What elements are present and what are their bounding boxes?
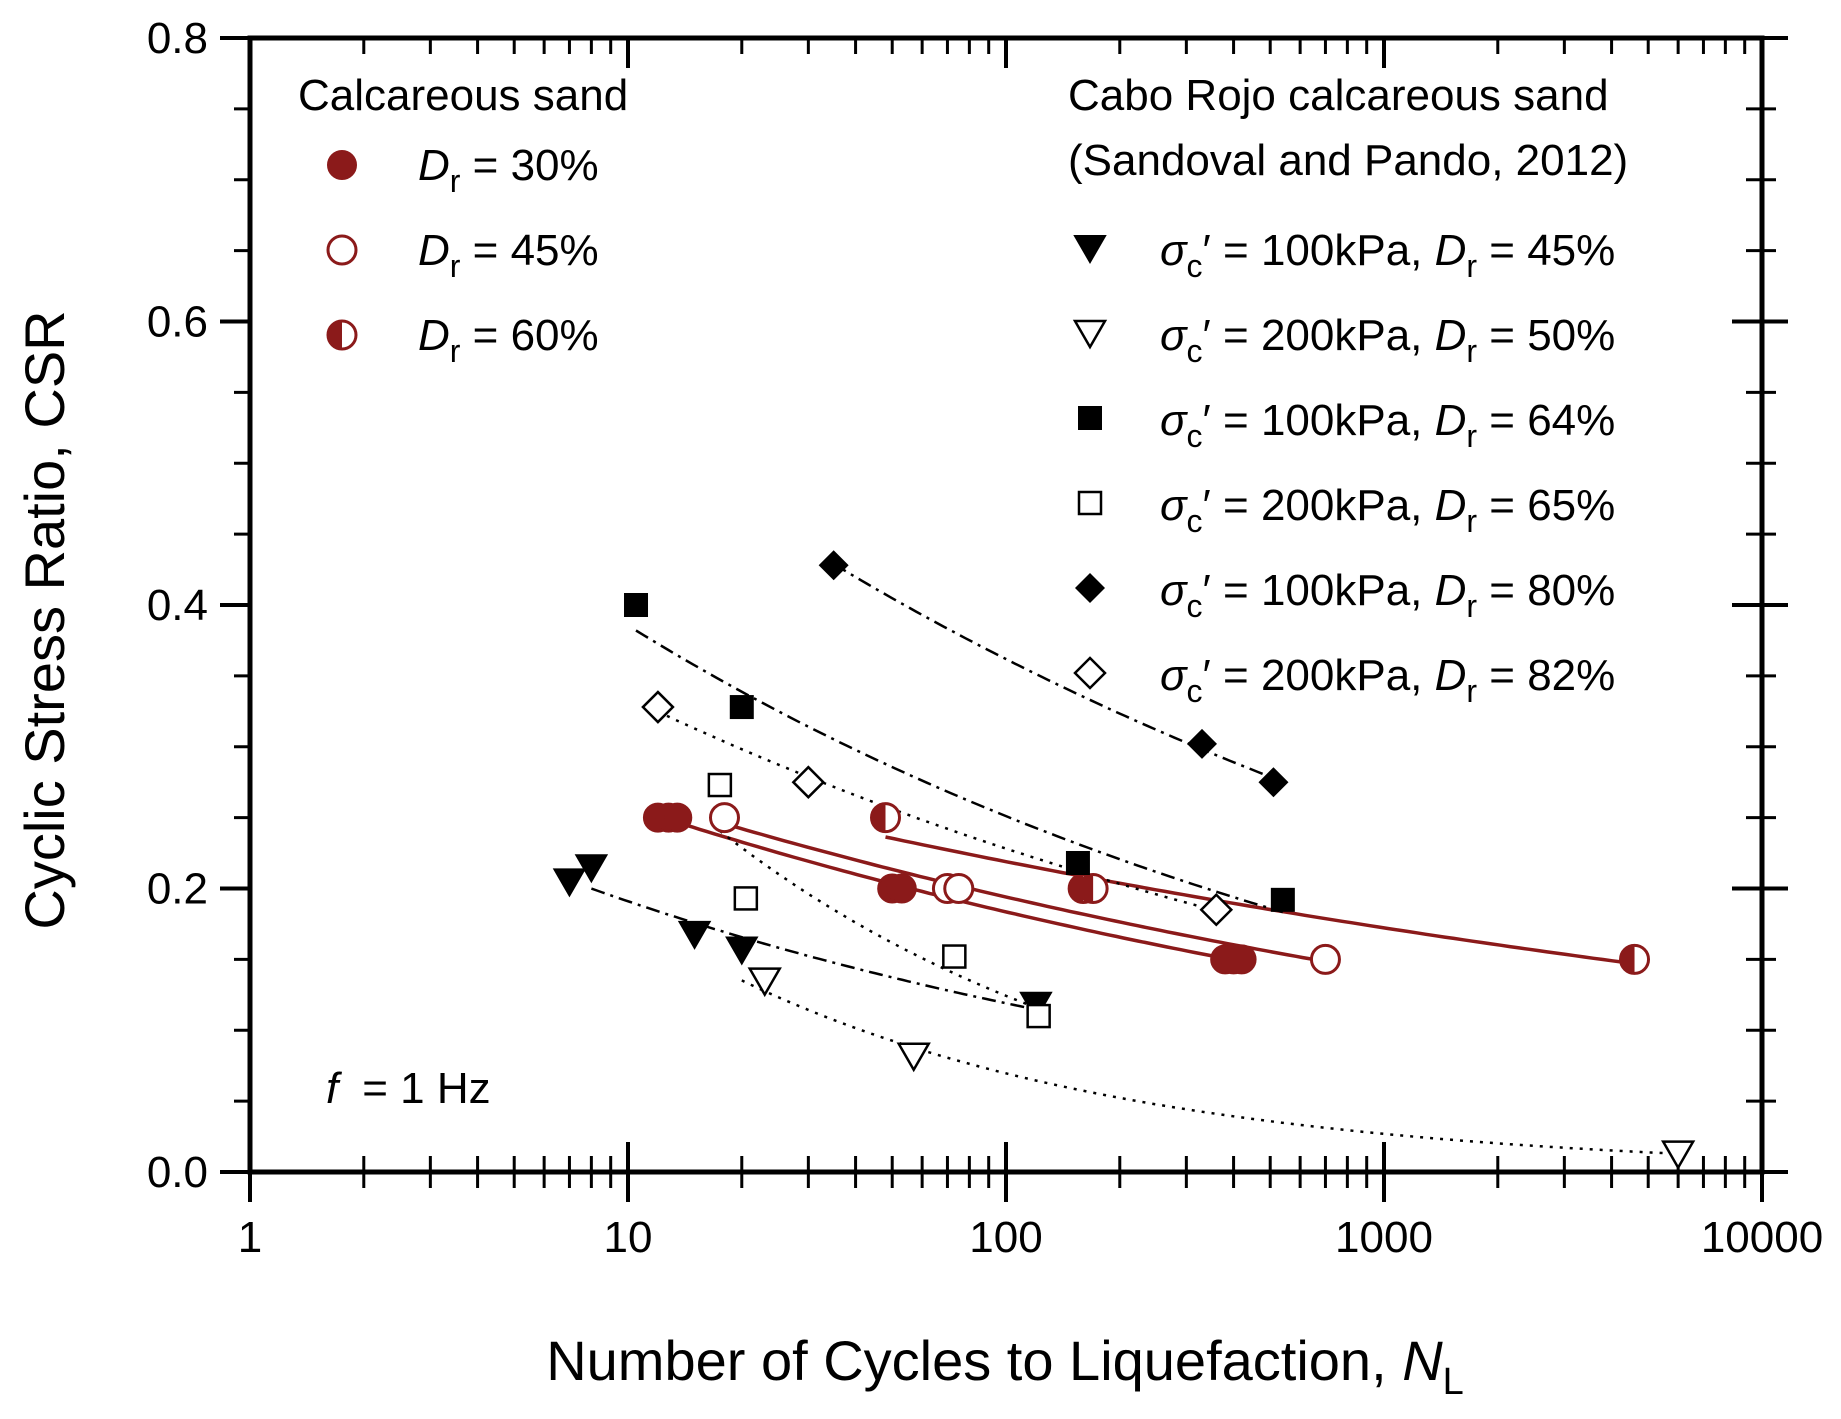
data-point-s100-64 xyxy=(624,593,649,617)
legend-left-entry: Dr = 30% xyxy=(418,141,599,199)
data-point-s100-64 xyxy=(1065,850,1090,875)
legend-right-title: Cabo Rojo calcareous sand xyxy=(1068,71,1609,120)
data-point-s200-65 xyxy=(707,772,733,798)
data-point-s200-65 xyxy=(1026,1003,1051,1029)
data-point-s100-45 xyxy=(677,920,712,950)
data-point-s100-45 xyxy=(725,936,759,966)
fit-line-s100-64 xyxy=(635,629,1284,914)
data-point-dr45 xyxy=(1309,943,1341,975)
data-point-dr60 xyxy=(870,802,902,834)
legend-marker xyxy=(1073,656,1107,690)
data-point-s200-82 xyxy=(791,765,826,799)
x-tick-label: 1 xyxy=(238,1213,262,1262)
data-point-s100-80 xyxy=(818,550,849,581)
legend-marker xyxy=(327,150,357,180)
x-tick-label: 10000 xyxy=(1701,1213,1823,1262)
fit-line-dr60 xyxy=(885,835,1632,966)
y-tick-label: 0.8 xyxy=(147,14,208,63)
fit-lines xyxy=(590,563,1679,1156)
data-point-dr60 xyxy=(1077,873,1109,904)
data-point-s200-65 xyxy=(733,886,759,911)
x-tick-label: 100 xyxy=(969,1213,1042,1262)
tick-labels: 1 10 100 1000 10000 0.0 0.2 0.4 0.6 0.8 xyxy=(147,14,1823,1262)
data-point-s200-65 xyxy=(942,944,967,969)
legend-marker xyxy=(1073,235,1107,265)
legend-marker xyxy=(1077,490,1103,516)
data-point-dr30 xyxy=(662,802,693,833)
x-tick-label: 1000 xyxy=(1335,1213,1433,1262)
data-point-s100-80 xyxy=(1186,728,1217,759)
x-axis-title: Number of Cycles to Liquefaction, NL xyxy=(546,1329,1464,1403)
axis-ticks xyxy=(220,36,1788,1202)
fit-line-s200-82 xyxy=(657,710,1217,912)
fit-line-s100-45 xyxy=(590,887,1037,1011)
legend-marker xyxy=(1075,573,1105,603)
legend-right-entry: σc′ = 100kPa, Dr = 80% xyxy=(1160,566,1615,624)
y-tick-label: 0.4 xyxy=(147,581,208,630)
data-point-dr45 xyxy=(943,873,975,904)
y-tick-label: 0.2 xyxy=(147,865,208,914)
legend-right-entry: σc′ = 200kPa, Dr = 65% xyxy=(1160,481,1615,539)
legend-right-entry: σc′ = 200kPa, Dr = 50% xyxy=(1160,311,1615,369)
data-point-s100-64 xyxy=(729,695,754,720)
legend-left-entry: Dr = 60% xyxy=(418,311,599,369)
data-point-dr45 xyxy=(708,802,740,834)
legend-left-title: Calcareous sand xyxy=(298,71,628,120)
data-point-dr60 xyxy=(1619,943,1651,975)
legend-marker xyxy=(1072,319,1108,350)
y-tick-label: 0.0 xyxy=(147,1148,208,1197)
y-tick-label: 0.6 xyxy=(147,298,208,347)
fit-line-dr45 xyxy=(724,822,1326,964)
legend-marker xyxy=(326,234,358,266)
fit-line-s200-65 xyxy=(719,829,1040,1010)
data-point-s100-80 xyxy=(1258,767,1289,798)
data-point-dr30 xyxy=(886,873,917,904)
data-point-s100-45 xyxy=(552,868,587,898)
data-point-s200-50 xyxy=(1660,1140,1696,1171)
data-point-s100-45 xyxy=(574,854,609,884)
legend-cabo-rojo: Cabo Rojo calcareous sand (Sandoval and … xyxy=(1068,71,1628,709)
legend-right-entry: σc′ = 100kPa, Dr = 45% xyxy=(1160,226,1615,284)
legend-calcareous-sand: Calcareous sand Dr = 30% Dr = 45% Dr = 6… xyxy=(298,71,628,369)
data-point-dr30 xyxy=(1226,944,1257,975)
legend-marker xyxy=(1078,406,1102,430)
legend-left-entry: Dr = 45% xyxy=(418,226,599,284)
data-point-s100-64 xyxy=(1270,887,1295,912)
data-markers xyxy=(552,550,1696,1171)
legend-right-subtitle: (Sandoval and Pando, 2012) xyxy=(1068,136,1628,185)
x-tick-label: 10 xyxy=(604,1213,653,1262)
data-point-s200-50 xyxy=(747,967,782,998)
legend-right-entry: σc′ = 100kPa, Dr = 64% xyxy=(1160,396,1615,454)
fit-line-s200-50 xyxy=(741,979,1679,1156)
data-point-s200-50 xyxy=(896,1042,931,1073)
y-axis-title: Cyclic Stress Ratio, CSR xyxy=(13,310,76,929)
data-point-s200-82 xyxy=(1199,892,1234,927)
frequency-annotation: f = 1 Hz xyxy=(326,1064,491,1113)
data-point-s200-82 xyxy=(641,690,675,724)
legend-marker xyxy=(326,319,358,351)
legend-right-entry: σc′ = 200kPa, Dr = 82% xyxy=(1160,651,1615,709)
